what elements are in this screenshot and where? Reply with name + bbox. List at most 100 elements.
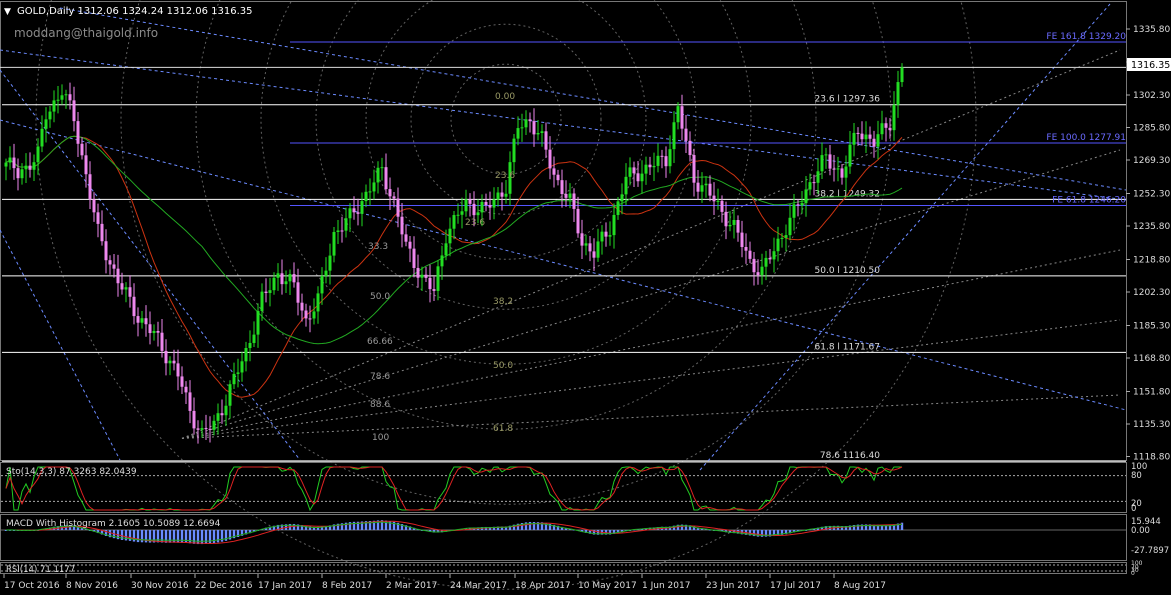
candle-body <box>496 192 500 200</box>
rsi-panel[interactable] <box>0 562 1127 574</box>
macd-bar <box>680 524 684 530</box>
candle-body <box>852 132 856 145</box>
stochastic-panel[interactable] <box>0 462 1127 513</box>
candle-body <box>80 143 84 156</box>
candle-body <box>860 133 864 140</box>
macd-bar <box>584 530 588 533</box>
candle-body <box>708 183 712 196</box>
macd-bar <box>372 520 376 530</box>
macd-bar <box>700 528 704 530</box>
candle-body <box>872 138 876 147</box>
candle-body <box>320 275 324 294</box>
x-tick-label: 17 Jan 2017 <box>258 581 312 591</box>
candle-body <box>824 154 828 156</box>
y-tick-label: 1269.30 <box>1133 156 1170 166</box>
candle-body <box>368 191 372 193</box>
macd-bar <box>316 526 320 530</box>
candle-body <box>268 290 272 293</box>
candle-body <box>360 201 364 214</box>
candle-body <box>188 392 192 411</box>
candle-body <box>500 192 504 197</box>
candle-body <box>564 194 568 198</box>
macd-panel[interactable] <box>0 514 1127 561</box>
candle-body <box>604 231 608 237</box>
macd-bar <box>852 524 856 530</box>
candle-body <box>560 180 564 195</box>
macd-bar <box>244 530 248 535</box>
candle-body <box>436 266 440 291</box>
candle-body <box>584 243 588 246</box>
candle-body <box>376 167 380 183</box>
macd-bar <box>752 530 756 537</box>
dropdown-arrow-icon[interactable]: ▼ <box>4 7 11 17</box>
macd-bar <box>768 530 772 537</box>
macd-bar <box>240 530 244 536</box>
macd-bar <box>516 523 520 530</box>
candle-body <box>392 196 396 199</box>
macd-bar <box>156 530 160 543</box>
macd-bar <box>608 530 612 535</box>
candle-body <box>244 348 248 362</box>
candle-body <box>624 176 628 195</box>
candle-body <box>736 220 740 233</box>
fan-ray <box>181 49 1121 439</box>
macd-bar <box>556 525 560 530</box>
candle-body <box>812 182 816 184</box>
candle-body <box>236 372 240 374</box>
macd-bar <box>792 530 796 533</box>
macd-bar <box>412 527 416 530</box>
macd-bar <box>764 530 768 537</box>
macd-bar <box>696 527 700 530</box>
macd-bar <box>236 530 240 538</box>
candle-body <box>528 119 532 122</box>
candle-body <box>400 216 404 235</box>
macd-bar <box>872 524 876 530</box>
y-tick-label: 1151.80 <box>1133 387 1170 397</box>
candle-body <box>216 413 220 421</box>
macd-bar <box>276 524 280 530</box>
candle-body <box>548 149 552 169</box>
candle-body <box>592 251 596 258</box>
candle-body <box>664 156 668 167</box>
candle-body <box>740 232 744 248</box>
candle-body <box>4 162 8 167</box>
candle-body <box>304 310 308 319</box>
macd-bar <box>124 530 128 541</box>
macd-bar <box>140 530 144 543</box>
candle-body <box>876 134 880 147</box>
y-tick-label: 1235.80 <box>1133 222 1170 232</box>
candle-body <box>284 281 288 285</box>
macd-bar <box>672 525 676 530</box>
candle-body <box>220 413 224 416</box>
candle-body <box>136 316 140 323</box>
fibonacci-fan-arcs <box>0 0 1127 590</box>
macd-scale: -27.7897 <box>1131 546 1169 556</box>
y-tick-label: 1168.80 <box>1133 354 1170 364</box>
candle-body <box>432 289 436 291</box>
macd-bar <box>148 530 152 543</box>
candle-body <box>420 274 424 278</box>
candle-body <box>164 350 168 364</box>
macd-bar <box>184 530 188 543</box>
y-tick-label: 1135.30 <box>1133 420 1170 430</box>
candle-body <box>292 274 296 283</box>
macd-bar <box>540 522 544 530</box>
candle-body <box>508 162 512 194</box>
candle-body <box>752 258 756 273</box>
candle-body <box>652 165 656 168</box>
macd-bar <box>492 526 496 530</box>
x-tick-label: 8 Aug 2017 <box>834 581 886 591</box>
macd-bar <box>528 521 532 530</box>
candle-body <box>32 162 36 170</box>
candle-body <box>720 200 724 212</box>
candle-body <box>160 332 164 351</box>
candle-body <box>816 171 820 183</box>
macd-bar <box>392 521 396 530</box>
macd-bar <box>588 530 592 534</box>
fan-label: 23.6 <box>495 171 515 181</box>
candle-body <box>568 193 572 198</box>
y-tick-label: 1202.30 <box>1133 288 1170 298</box>
macd-bar <box>224 530 228 541</box>
candle-body <box>248 342 252 349</box>
